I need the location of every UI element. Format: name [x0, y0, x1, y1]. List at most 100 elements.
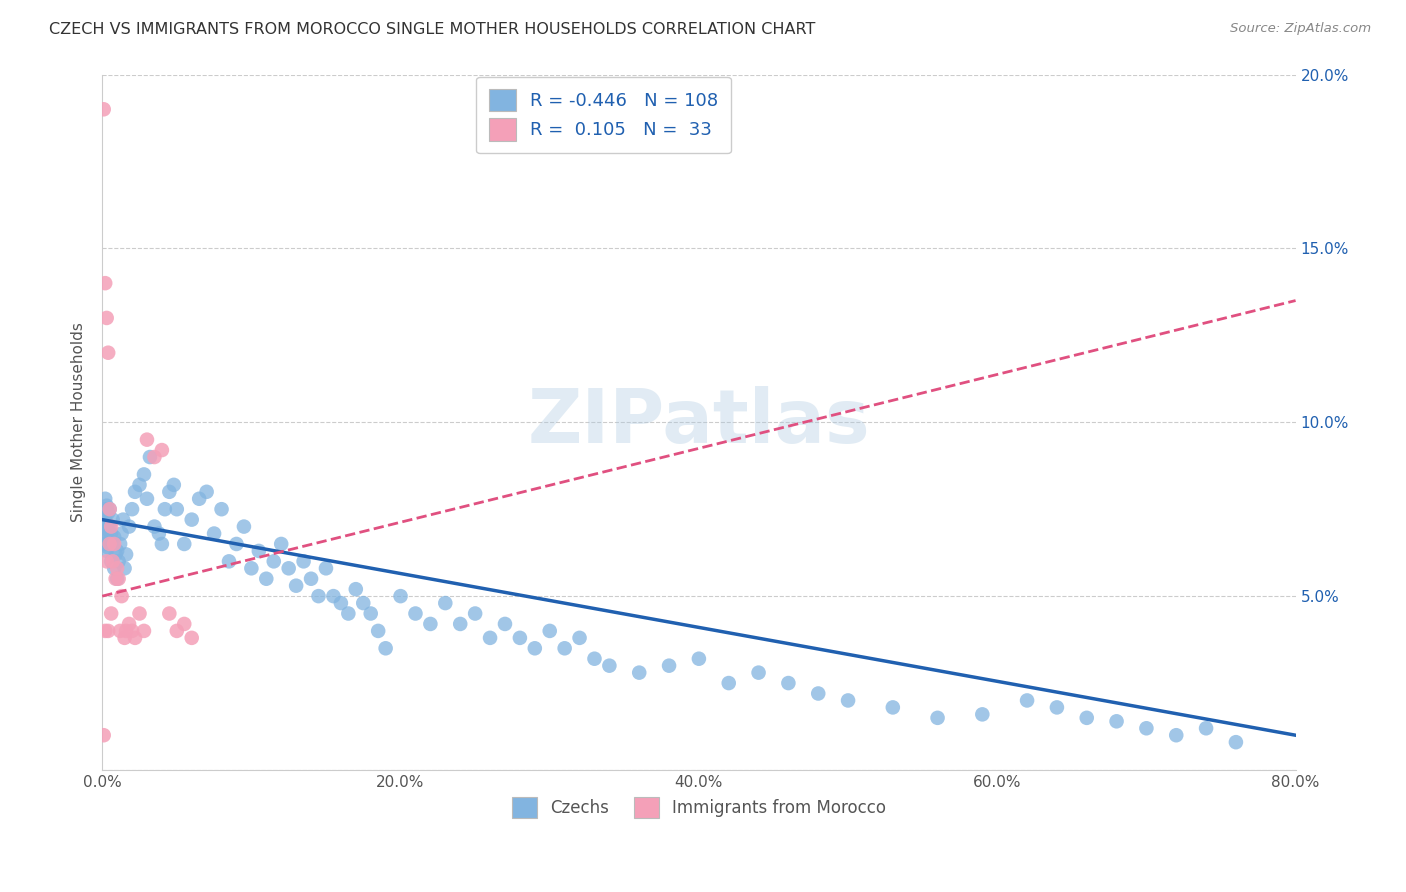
Point [107, 554, 129, 568]
Point [195, 484, 218, 499]
Point [124, 631, 146, 645]
Point [108, 624, 131, 638]
Text: Source: ZipAtlas.com: Source: ZipAtlas.com [1230, 22, 1371, 36]
Point [688, 651, 710, 665]
Point [132, 624, 155, 638]
Point [132, 467, 155, 482]
Point [308, 589, 330, 603]
Point [163, 478, 186, 492]
Point [173, 616, 195, 631]
Point [837, 693, 859, 707]
Point [554, 641, 576, 656]
Point [1195, 721, 1218, 735]
Point [103, 530, 125, 544]
Point [101, 513, 124, 527]
Point [104, 572, 127, 586]
Point [247, 544, 270, 558]
Point [128, 607, 150, 621]
Point [270, 537, 292, 551]
Point [114, 561, 136, 575]
Point [367, 624, 389, 638]
Point [404, 607, 426, 621]
Point [748, 665, 770, 680]
Point [114, 631, 136, 645]
Point [778, 676, 800, 690]
Point [110, 589, 132, 603]
Point [108, 537, 131, 551]
Point [93, 502, 115, 516]
Point [94, 491, 117, 506]
Point [374, 641, 396, 656]
Point [598, 658, 620, 673]
Point [882, 700, 904, 714]
Point [352, 596, 374, 610]
Point [717, 676, 740, 690]
Text: CZECH VS IMMIGRANTS FROM MOROCCO SINGLE MOTHER HOUSEHOLDS CORRELATION CHART: CZECH VS IMMIGRANTS FROM MOROCCO SINGLE … [49, 22, 815, 37]
Point [568, 631, 591, 645]
Point [98, 537, 121, 551]
Point [104, 548, 127, 562]
Point [96, 516, 118, 530]
Point [807, 686, 830, 700]
Point [218, 554, 240, 568]
Point [94, 537, 117, 551]
Point [98, 533, 121, 548]
Point [315, 561, 337, 575]
Point [240, 561, 263, 575]
Point [173, 537, 195, 551]
Point [105, 544, 128, 558]
Point [263, 554, 285, 568]
Point [100, 519, 122, 533]
Point [118, 519, 141, 533]
Point [180, 513, 202, 527]
Point [1076, 711, 1098, 725]
Point [494, 616, 516, 631]
Point [360, 607, 382, 621]
Point [93, 728, 115, 742]
Point [277, 561, 299, 575]
Point [1046, 700, 1069, 714]
Point [101, 537, 124, 551]
Point [136, 491, 159, 506]
Point [1166, 728, 1188, 742]
Point [105, 572, 128, 586]
Point [285, 579, 308, 593]
Point [115, 548, 138, 562]
Point [128, 478, 150, 492]
Point [148, 526, 170, 541]
Point [96, 554, 118, 568]
Point [101, 554, 124, 568]
Point [329, 596, 352, 610]
Point [124, 484, 146, 499]
Point [96, 530, 118, 544]
Point [166, 624, 188, 638]
Point [322, 589, 344, 603]
Point [93, 513, 115, 527]
Point [166, 502, 188, 516]
Point [97, 506, 120, 520]
Point [100, 607, 122, 621]
Point [98, 502, 121, 516]
Point [1135, 721, 1157, 735]
Point [110, 526, 132, 541]
Point [97, 523, 120, 537]
Point [658, 658, 681, 673]
Point [93, 526, 115, 541]
Point [97, 541, 120, 555]
Point [103, 537, 125, 551]
Point [153, 502, 176, 516]
Point [583, 651, 606, 665]
Point [419, 616, 441, 631]
Point [98, 502, 121, 516]
Point [96, 310, 118, 325]
Point [1015, 693, 1038, 707]
Point [292, 554, 315, 568]
Point [225, 537, 247, 551]
Point [389, 589, 412, 603]
Point [97, 624, 120, 638]
Point [139, 450, 162, 464]
Point [628, 665, 651, 680]
Legend: Czechs, Immigrants from Morocco: Czechs, Immigrants from Morocco [505, 790, 893, 824]
Point [143, 519, 166, 533]
Point [434, 596, 457, 610]
